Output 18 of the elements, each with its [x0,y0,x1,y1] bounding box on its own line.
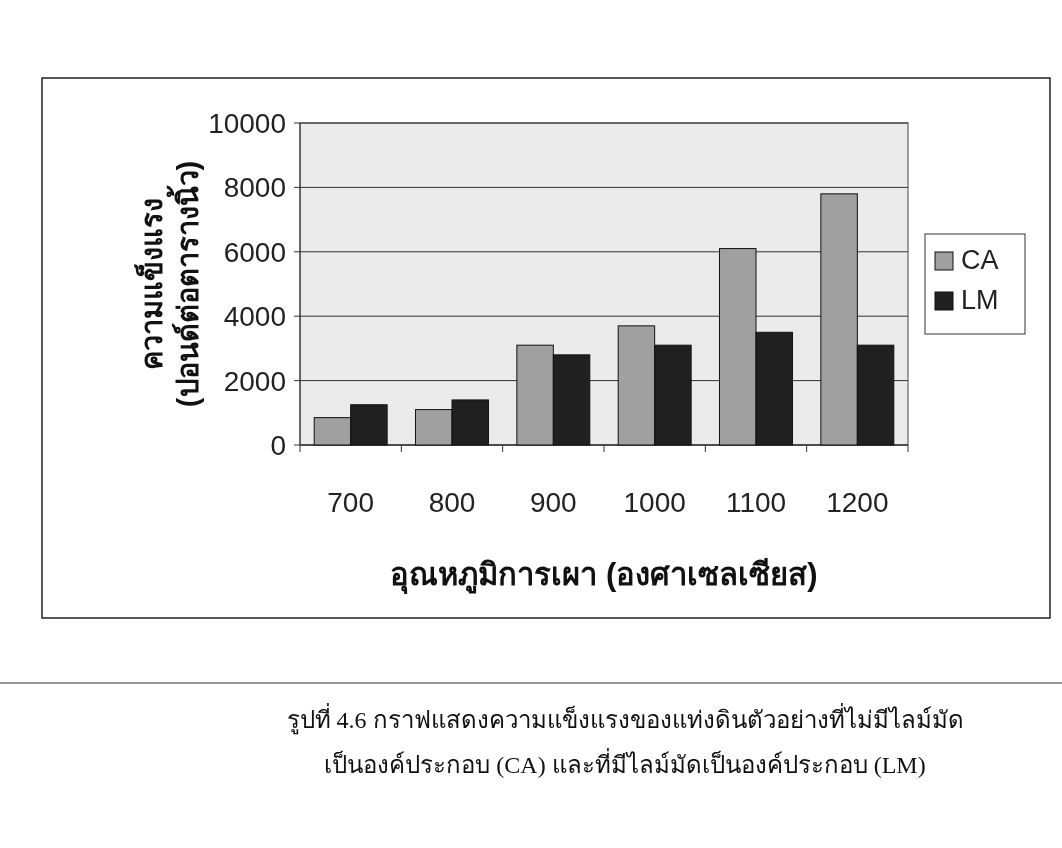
text: รูปที่ 4.6 กราฟแสดงความแข็งแรงของแท่งดินตัวอย่างที่ไม่มีไลม์มัด [286,703,964,735]
legend-label: LM [961,285,999,315]
text: เป็นองค์ประกอบ (CA) และที่มีไลม์มัดเป็นองค์ประกอบ (LM) [324,748,926,778]
x-tick-label: 1200 [826,487,889,518]
x-axis-title: อุณหภูมิการเผา (องศาเซลเซียส) [390,557,818,594]
y-tick-label: 8000 [223,172,286,204]
y-axis-title: ความแข็งแรง (ปอนด์ต่อตารางนิ้ว) [134,160,204,408]
x-tick-label: 700 [327,487,375,518]
y-tick-label: 4000 [223,301,286,333]
legend-label: CA [961,245,999,275]
y-tick-label: 2000 [223,365,286,397]
x-tick-label: 900 [529,487,577,518]
x-tick-label: 1000 [623,487,686,518]
y-tick-label: 6000 [223,236,286,268]
x-tick-label: 800 [428,487,476,518]
x-tick-label: 1100 [725,487,787,518]
y-tick-label: 0 [270,430,286,461]
y-tick-label: 10000 [208,108,286,139]
